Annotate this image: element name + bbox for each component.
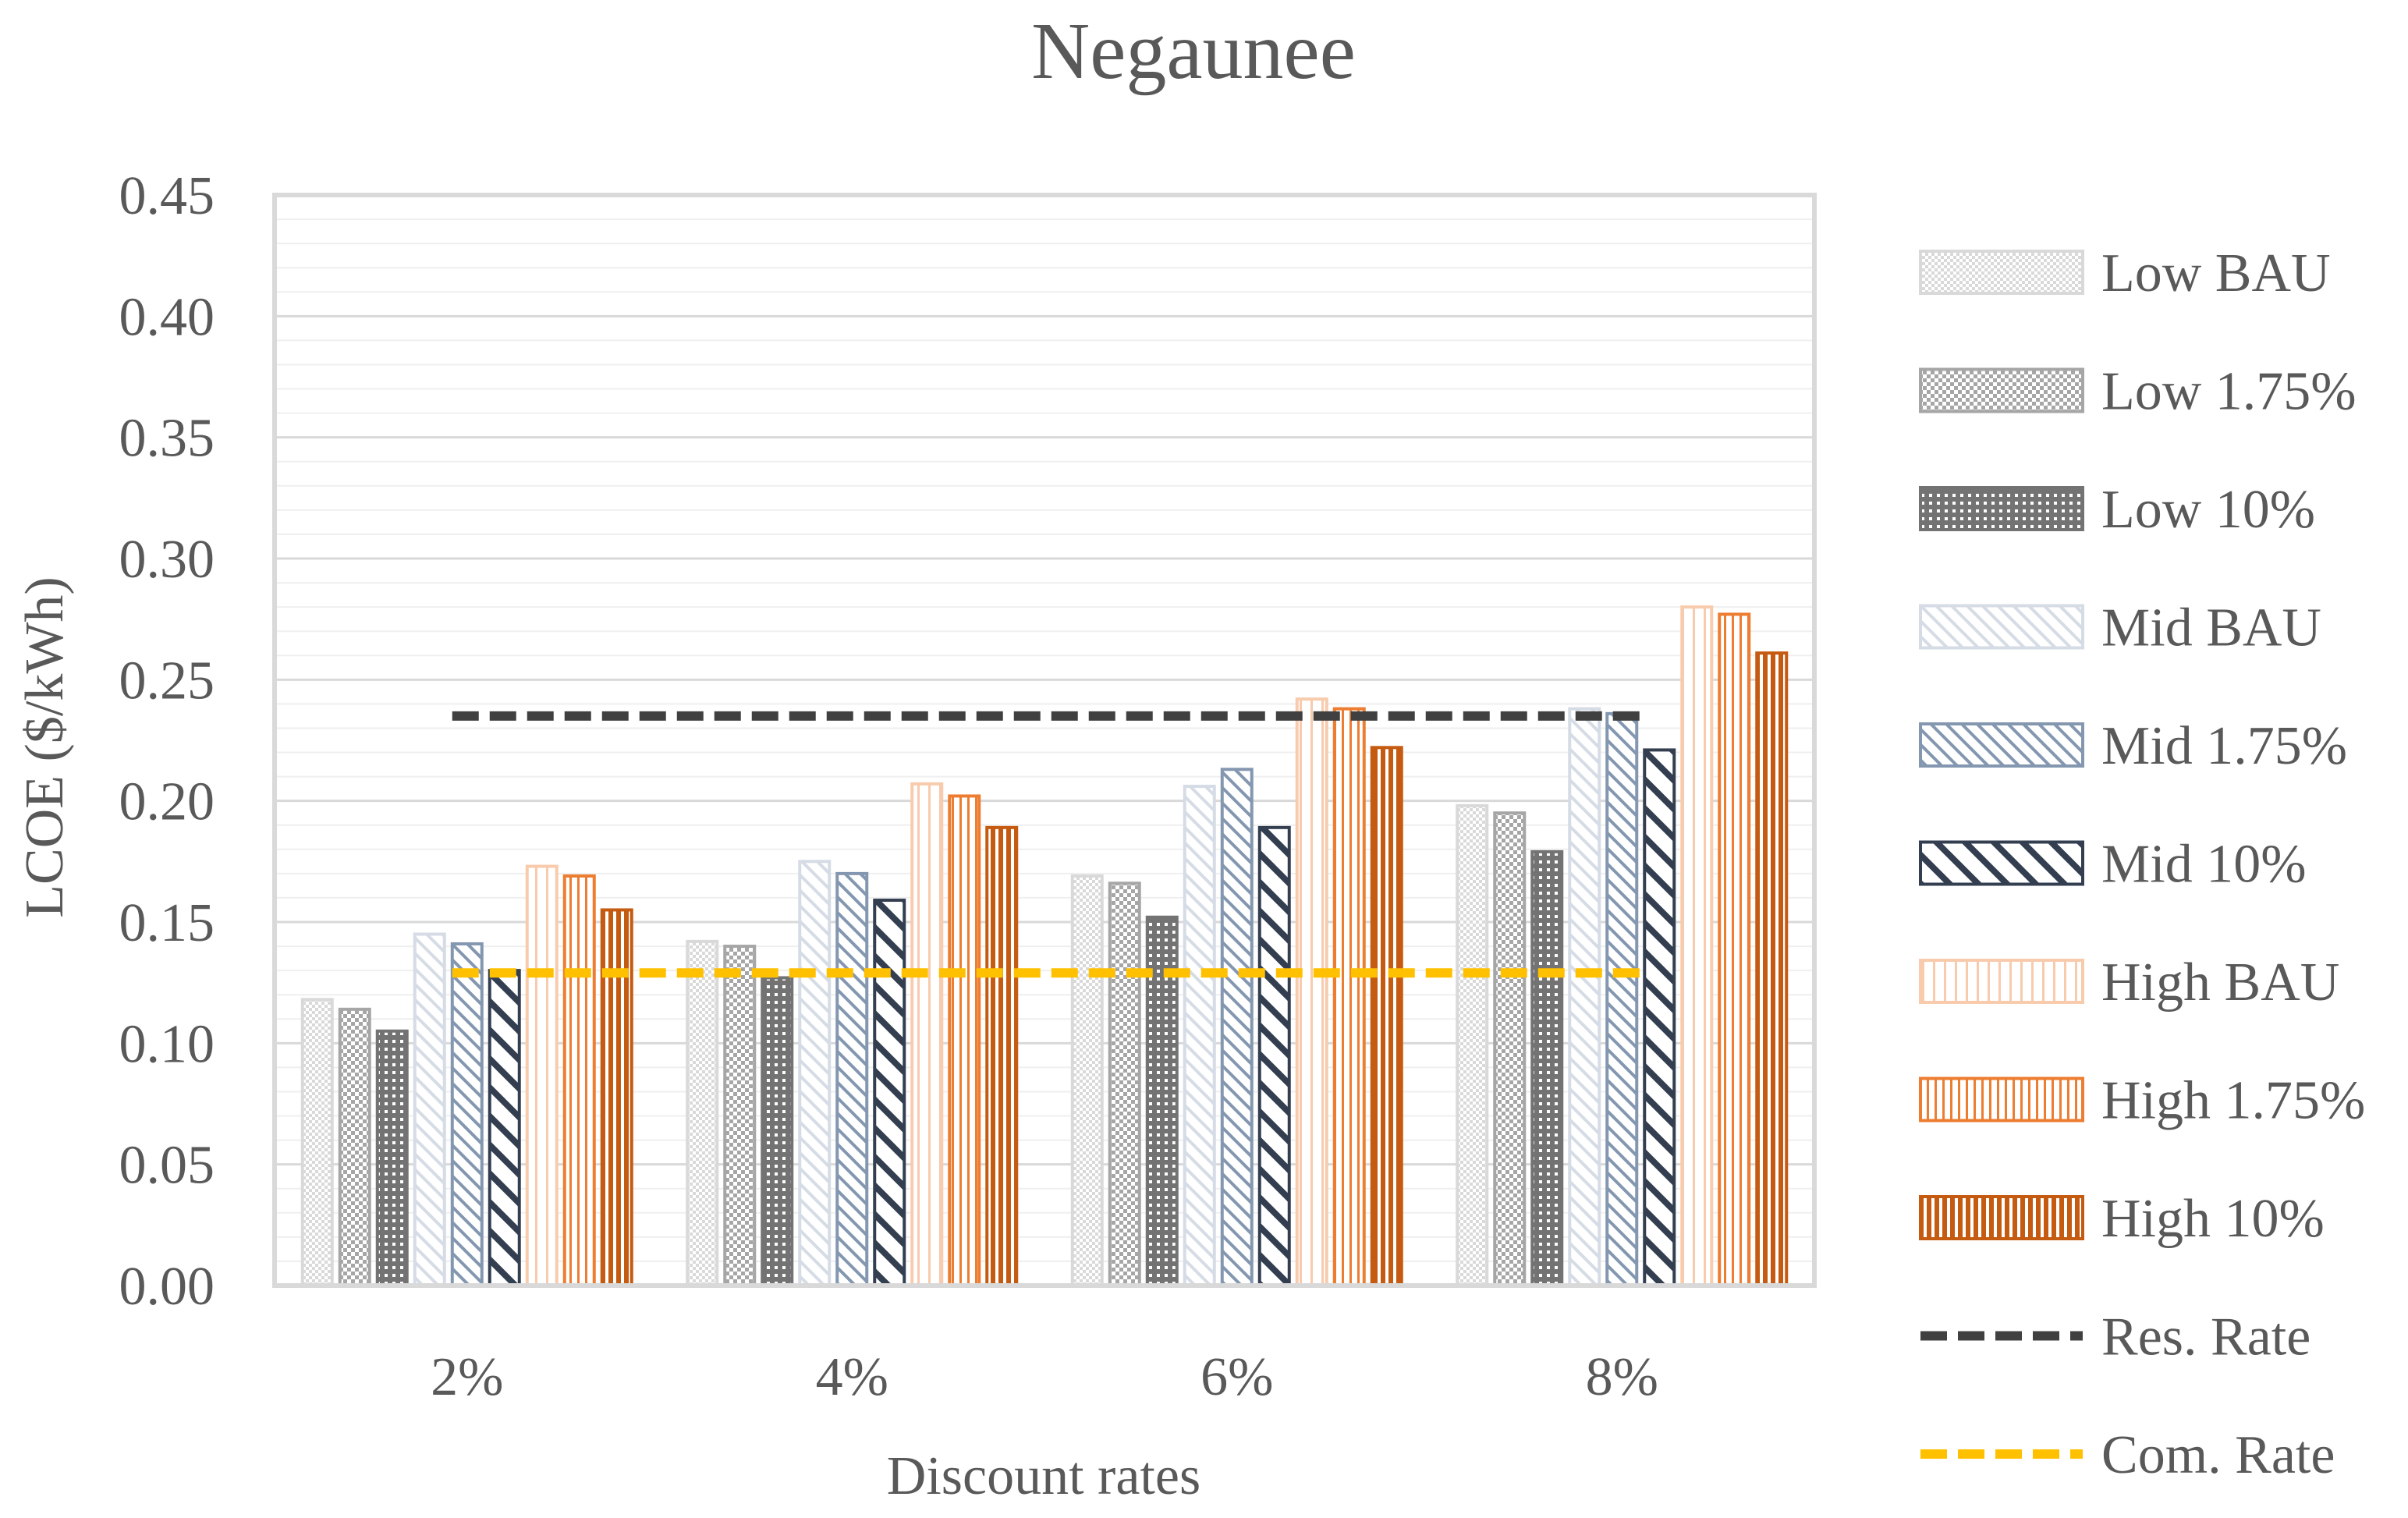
legend-label: High BAU bbox=[2101, 952, 2339, 1013]
y-axis-ticks: 0.00 0.05 0.10 0.15 0.20 0.25 0.30 0.35 0.40 0.45 bbox=[119, 166, 215, 1317]
legend-label: Low 1.75% bbox=[2101, 362, 2357, 422]
legend-label: Mid BAU bbox=[2101, 598, 2321, 658]
x-tick-label: 6% bbox=[1200, 1347, 1273, 1407]
legend-swatch bbox=[1919, 959, 2084, 1004]
bar-high-1-75--4pct bbox=[948, 794, 981, 1287]
legend: Low BAU Low 1.75% Low 10% Mid BAU Mid 1.75% M… bbox=[1919, 243, 2365, 1485]
reference-lines bbox=[452, 711, 1645, 978]
chart-title: Negaunee bbox=[1031, 6, 1356, 96]
bar-high-1-75--8pct bbox=[1718, 612, 1751, 1287]
bar-low-1-75--8pct bbox=[1493, 811, 1527, 1287]
y-tick-label: 0.10 bbox=[119, 1014, 215, 1074]
legend-swatch bbox=[1919, 722, 2084, 768]
legend-label: High 1.75% bbox=[2101, 1071, 2365, 1131]
x-tick-label: 8% bbox=[1586, 1347, 1658, 1407]
y-tick-label: 0.05 bbox=[119, 1136, 215, 1196]
bar-mid-1-75--2pct bbox=[450, 942, 484, 1287]
legend-label: Res. Rate bbox=[2101, 1307, 2310, 1367]
bar-mid-1-75--4pct bbox=[835, 871, 869, 1288]
legend-label: Mid 1.75% bbox=[2101, 716, 2347, 776]
bar-mid-10--4pct bbox=[873, 899, 906, 1288]
bar-high-bau-8pct bbox=[1680, 605, 1714, 1287]
legend-swatch bbox=[1919, 1195, 2084, 1240]
y-tick-label: 0.25 bbox=[119, 651, 215, 711]
legend-swatch bbox=[1919, 486, 2084, 531]
y-tick-label: 0.40 bbox=[119, 287, 215, 347]
bar-mid-bau-4pct bbox=[798, 860, 832, 1288]
y-tick-label: 0.45 bbox=[119, 166, 215, 226]
bar-low-1-75--2pct bbox=[338, 1007, 371, 1287]
legend-label: Com. Rate bbox=[2101, 1425, 2335, 1485]
bar-high-1-75--2pct bbox=[562, 874, 596, 1288]
bar-mid-bau-8pct bbox=[1568, 707, 1601, 1287]
bar-high-1-75--6pct bbox=[1332, 707, 1366, 1287]
legend-swatch bbox=[1919, 604, 2084, 650]
bar-high-10--6pct bbox=[1370, 746, 1403, 1287]
bar-low-bau-2pct bbox=[300, 998, 334, 1287]
legend-swatch bbox=[1919, 1076, 2084, 1123]
y-axis-label: LCOE ($/kWh) bbox=[15, 576, 75, 917]
y-tick-label: 0.00 bbox=[119, 1257, 215, 1317]
bar-high-10--2pct bbox=[600, 908, 633, 1287]
bar-low-bau-6pct bbox=[1070, 874, 1104, 1288]
bar-mid-10--8pct bbox=[1643, 748, 1676, 1287]
legend-swatch bbox=[1919, 367, 2084, 413]
bar-low-bau-4pct bbox=[686, 939, 719, 1288]
bar-mid-1-75--6pct bbox=[1220, 768, 1254, 1287]
y-tick-label: 0.15 bbox=[119, 893, 215, 953]
x-axis-label: Discount rates bbox=[887, 1446, 1200, 1506]
y-tick-label: 0.20 bbox=[119, 772, 215, 832]
x-tick-label: 4% bbox=[816, 1347, 888, 1407]
bar-low-10--8pct bbox=[1530, 849, 1564, 1287]
bar-mid-10--6pct bbox=[1257, 825, 1291, 1287]
x-tick-label: 2% bbox=[431, 1347, 503, 1407]
bar-mid-bau-6pct bbox=[1183, 785, 1216, 1287]
bar-mid-bau-2pct bbox=[413, 932, 446, 1287]
legend-label: High 10% bbox=[2101, 1189, 2325, 1249]
bar-low-1-75--6pct bbox=[1108, 881, 1141, 1287]
bar-low-10--2pct bbox=[375, 1029, 409, 1288]
plot-area-border bbox=[272, 193, 1817, 1288]
bar-low-10--4pct bbox=[761, 976, 794, 1288]
bar-high-bau-4pct bbox=[910, 782, 944, 1287]
x-axis-ticks: 2% 4% 6% 8% bbox=[431, 1347, 1658, 1407]
legend-swatch bbox=[1919, 250, 2084, 295]
bar-mid-10--2pct bbox=[488, 969, 521, 1287]
legend-swatch bbox=[1919, 840, 2084, 886]
legend-label: Low BAU bbox=[2101, 243, 2331, 303]
legend-label: Mid 10% bbox=[2101, 835, 2307, 895]
bars bbox=[300, 605, 1789, 1288]
bar-high-10--4pct bbox=[985, 825, 1019, 1287]
y-tick-label: 0.35 bbox=[119, 409, 215, 469]
bar-high-bau-2pct bbox=[525, 864, 559, 1287]
bar-low-bau-8pct bbox=[1456, 803, 1489, 1287]
bar-high-bau-6pct bbox=[1295, 697, 1328, 1287]
bar-mid-1-75--8pct bbox=[1605, 711, 1639, 1287]
bar-high-10--8pct bbox=[1755, 651, 1789, 1287]
bar-low-1-75--4pct bbox=[723, 945, 757, 1287]
legend-label: Low 10% bbox=[2101, 480, 2315, 540]
y-tick-label: 0.30 bbox=[119, 530, 215, 590]
